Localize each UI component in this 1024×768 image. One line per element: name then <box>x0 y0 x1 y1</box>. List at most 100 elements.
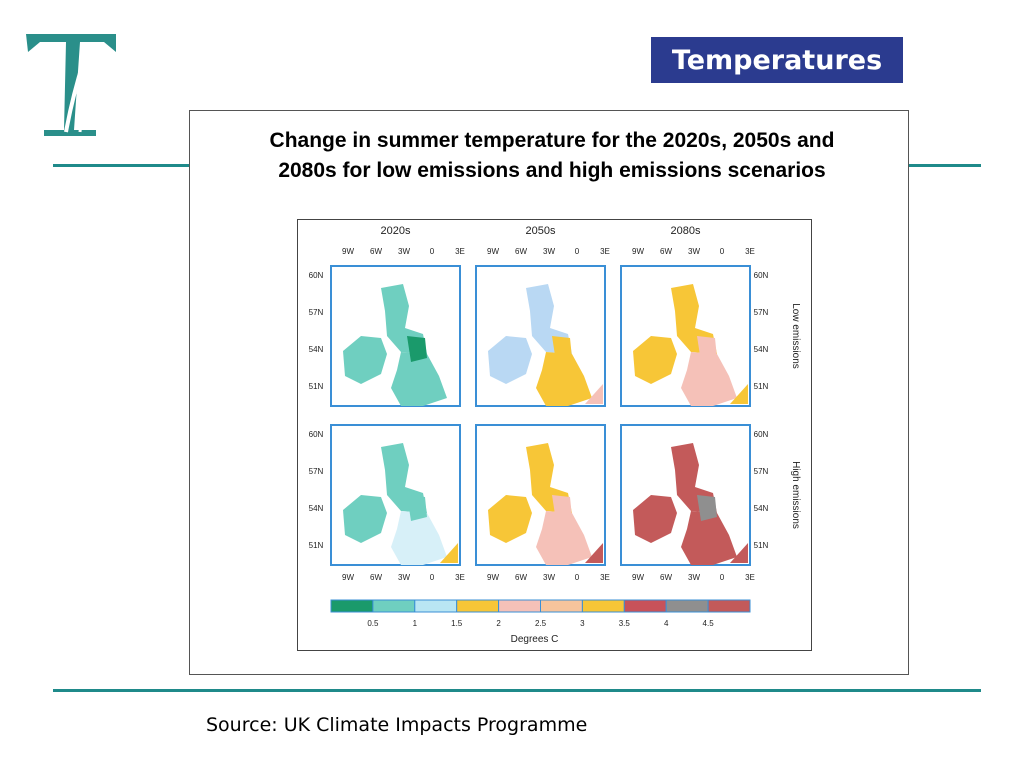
legend-tick-label: 3 <box>580 619 585 628</box>
corner-patch <box>585 543 603 563</box>
lat-tick-label: 60N <box>309 271 324 280</box>
column-label: 2080s <box>671 225 701 237</box>
lon-tick-label: 3E <box>745 573 755 582</box>
lat-tick-label: 60N <box>754 271 769 280</box>
legend-tick-label: 0.5 <box>367 619 379 628</box>
ireland-shape <box>488 336 532 384</box>
lat-tick-label: 60N <box>309 430 324 439</box>
ireland-shape <box>633 336 677 384</box>
lon-tick-label: 0 <box>430 247 435 256</box>
lon-tick-label: 3E <box>600 573 610 582</box>
lon-tick-label: 3W <box>398 573 410 582</box>
lon-tick-label: 6W <box>660 573 672 582</box>
legend-tick-label: 1.5 <box>451 619 463 628</box>
legend-tick-label: 2.5 <box>535 619 547 628</box>
lon-tick-label: 3W <box>543 247 555 256</box>
lat-tick-label: 51N <box>309 382 324 391</box>
legend-swatch <box>540 599 583 613</box>
temperature-patch <box>552 336 572 362</box>
legend-swatch <box>707 599 751 613</box>
legend-swatch <box>372 599 416 613</box>
lon-tick-label: 0 <box>575 247 580 256</box>
climate-map-grid: 2020s 2050s 2080s 9W 6W 3W 0 3E 9W 6W 3W 0 3E 9W 6W 3W 0… <box>309 225 801 645</box>
england-shape <box>536 511 592 565</box>
lat-tick-label: 54N <box>754 504 769 513</box>
corner-patch <box>730 384 748 404</box>
lon-tick-label: 6W <box>515 573 527 582</box>
scotland-shape <box>671 443 717 513</box>
lat-tick-label: 54N <box>309 504 324 513</box>
legend-swatch <box>414 599 458 613</box>
corner-patch <box>730 543 748 563</box>
lat-tick-label: 57N <box>754 467 769 476</box>
source-note: Source: UK Climate Impacts Programme <box>206 714 588 736</box>
lat-tick-label: 51N <box>754 541 769 550</box>
ireland-shape <box>343 336 387 384</box>
england-shape <box>391 511 447 565</box>
lon-tick-label: 0 <box>430 573 435 582</box>
temperature-patch <box>697 495 717 521</box>
lon-tick-label: 3E <box>455 247 465 256</box>
lon-tick-label: 3E <box>745 247 755 256</box>
bottom-divider <box>53 689 981 692</box>
england-shape <box>681 352 737 406</box>
england-shape <box>536 352 592 406</box>
lon-tick-label: 3W <box>688 247 700 256</box>
legend-tick-label: 4.5 <box>703 619 715 628</box>
ireland-shape <box>633 495 677 543</box>
legend-tick-label: 3.5 <box>619 619 631 628</box>
lon-tick-label: 6W <box>370 573 382 582</box>
legend-tick-label: 1 <box>413 619 418 628</box>
england-shape <box>681 511 737 565</box>
england-shape <box>391 352 447 406</box>
lat-tick-label: 57N <box>309 467 324 476</box>
lat-tick-label: 54N <box>309 345 324 354</box>
temperature-patch <box>407 495 427 521</box>
lon-tick-label: 6W <box>660 247 672 256</box>
lon-tick-label: 0 <box>720 247 725 256</box>
corner-patch <box>440 543 458 563</box>
lon-tick-label: 3E <box>600 247 610 256</box>
lon-tick-label: 3W <box>398 247 410 256</box>
lat-tick-label: 57N <box>754 308 769 317</box>
lon-tick-label: 9W <box>487 573 499 582</box>
scotland-shape <box>526 443 572 513</box>
lon-tick-label: 9W <box>632 573 644 582</box>
row-label: High emissions <box>790 461 801 529</box>
scotland-shape <box>381 284 427 354</box>
lon-tick-label: 6W <box>370 247 382 256</box>
column-label: 2020s <box>381 225 411 237</box>
lat-tick-label: 57N <box>309 308 324 317</box>
logo-mark <box>26 34 116 136</box>
column-label: 2050s <box>526 225 556 237</box>
legend-swatch <box>456 599 500 613</box>
lon-tick-label: 6W <box>515 247 527 256</box>
lon-tick-label: 9W <box>632 247 644 256</box>
scotland-shape <box>671 284 717 354</box>
legend-title: Degrees C <box>511 634 559 645</box>
legend-tick-label: 2 <box>496 619 501 628</box>
temperature-patch <box>407 336 427 362</box>
legend-tick-label: 4 <box>664 619 669 628</box>
temperature-patch <box>552 495 572 521</box>
lon-tick-label: 3W <box>688 573 700 582</box>
legend-swatch <box>623 599 667 613</box>
corner-patch <box>585 384 603 404</box>
lon-tick-label: 0 <box>720 573 725 582</box>
page-title: Temperatures <box>651 37 903 83</box>
row-label: Low emissions <box>790 303 801 369</box>
climate-figure: 2020s 2050s 2080s 9W 6W 3W 0 3E 9W 6W 3W 0 3E 9W 6W 3W 0… <box>297 219 812 651</box>
logo <box>24 30 118 140</box>
lon-tick-label: 3W <box>543 573 555 582</box>
figure-caption: Change in summer temperature for the 202… <box>269 129 835 182</box>
lat-tick-label: 51N <box>309 541 324 550</box>
temperature-patch <box>697 336 717 362</box>
scotland-shape <box>526 284 572 354</box>
lon-tick-label: 3E <box>455 573 465 582</box>
lat-tick-label: 51N <box>754 382 769 391</box>
legend-swatch <box>581 599 625 613</box>
legend-swatch <box>498 599 542 613</box>
lon-tick-label: 9W <box>342 573 354 582</box>
legend-swatch <box>330 599 374 613</box>
scotland-shape <box>381 443 427 513</box>
